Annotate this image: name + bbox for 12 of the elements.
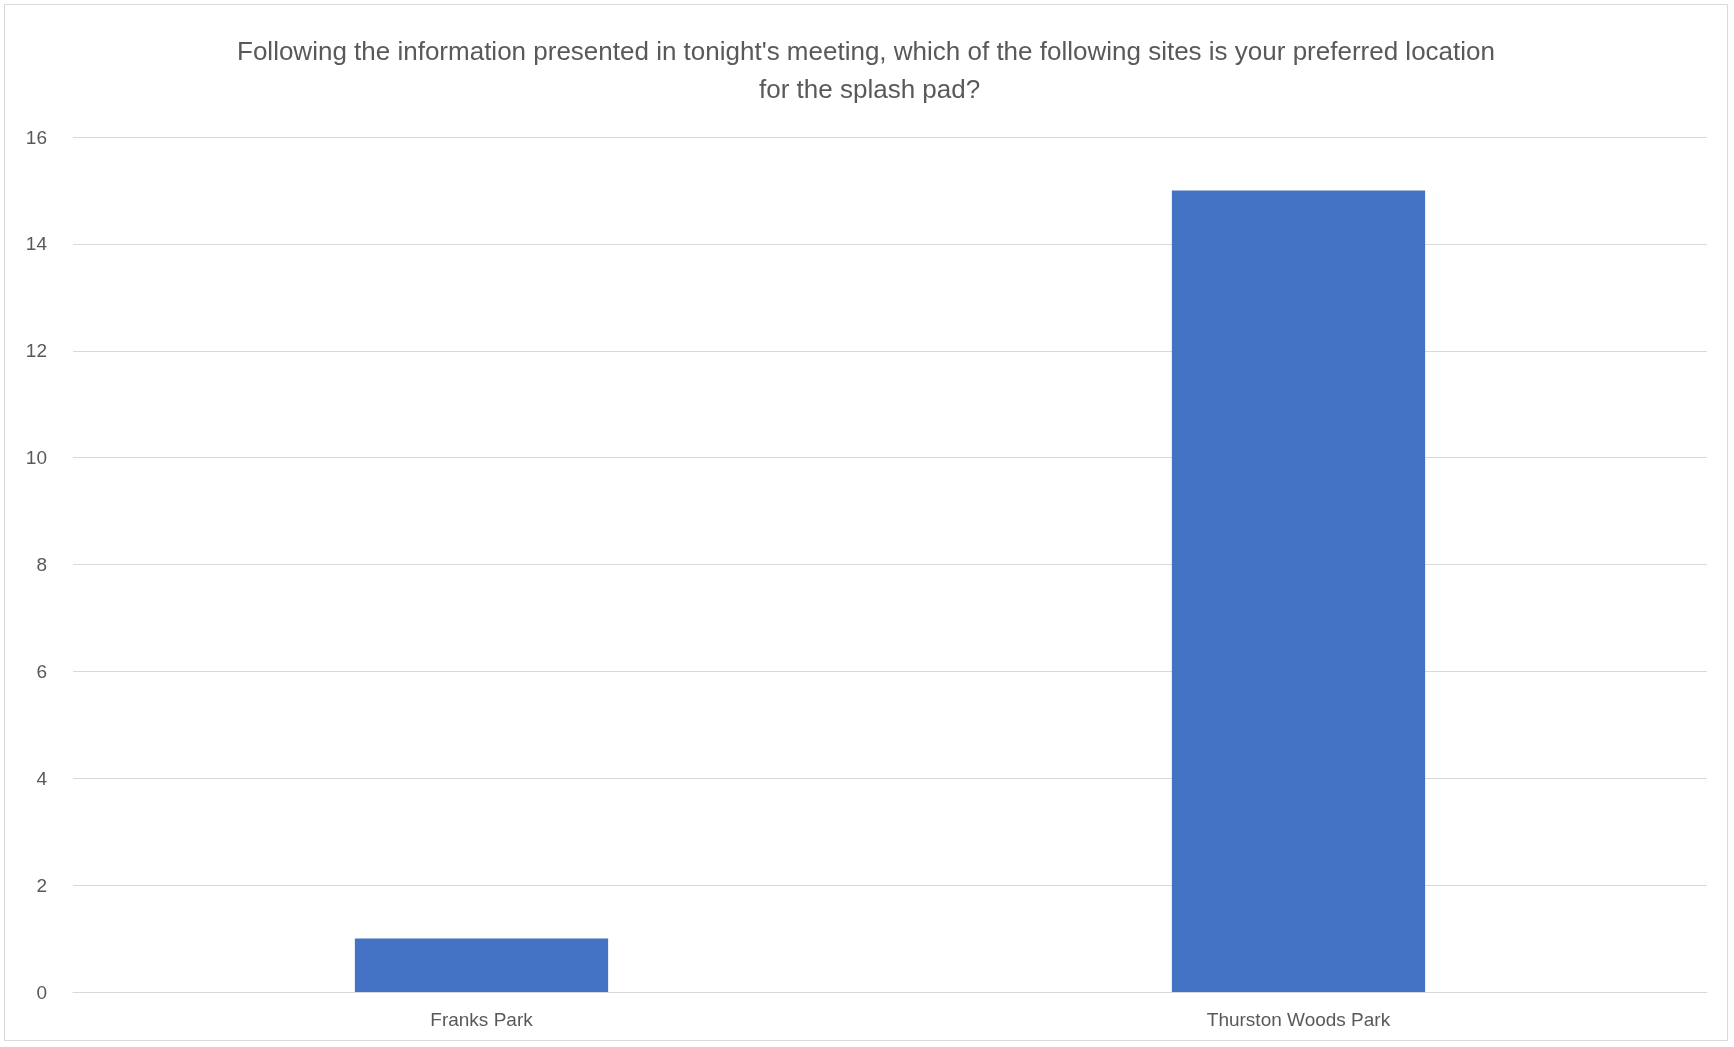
y-tick-label: 0 xyxy=(36,981,47,1003)
chart-title: Following the information presented in tonight's meeting, which of the following sites is your preferred location for the splash pad? xyxy=(237,36,1495,104)
y-tick-label: 8 xyxy=(36,554,47,575)
y-tick-label: 6 xyxy=(36,660,47,682)
x-tick-label: Franks Park xyxy=(430,1009,534,1030)
x-tick-label: Thurston Woods Park xyxy=(1206,1009,1391,1030)
y-tick-label: 10 xyxy=(25,447,47,469)
y-tick-label: 12 xyxy=(25,340,47,362)
y-tick-label: 14 xyxy=(25,233,48,255)
y-tick-label: 16 xyxy=(25,126,47,148)
y-tick-label: 2 xyxy=(36,874,47,896)
y-tick-label: 4 xyxy=(36,767,48,789)
